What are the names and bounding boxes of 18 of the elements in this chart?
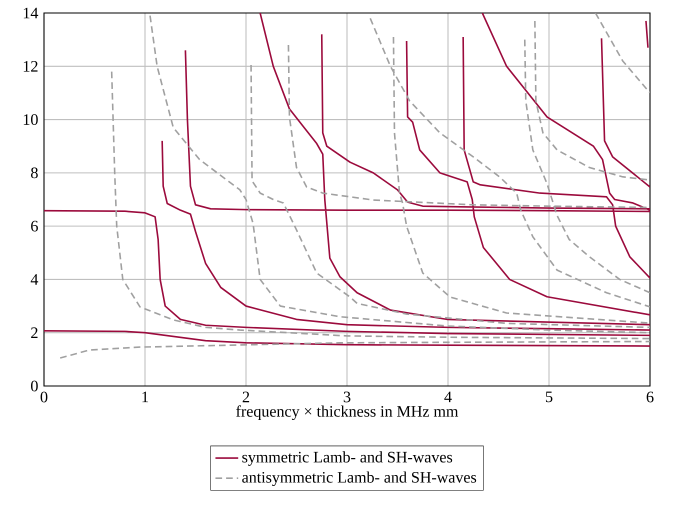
x-tick-label: 1 — [142, 392, 148, 402]
y-tick-label: 8 — [31, 167, 38, 178]
x-tick-label: 3 — [344, 392, 350, 402]
legend-label: antisymmetric Lamb- and SH-waves — [242, 471, 476, 486]
x-tick-label: 5 — [546, 392, 552, 402]
y-tick-label: 10 — [24, 114, 38, 125]
x-tick-label: 0 — [40, 392, 48, 402]
y-tick-label: 4 — [30, 274, 38, 285]
x-tick-label: 4 — [444, 392, 452, 402]
y-tick-label: 12 — [24, 60, 38, 72]
y-tick-label: 14 — [24, 8, 38, 18]
x-tick-label: 6 — [646, 392, 654, 402]
y-tick-label: 0 — [31, 380, 38, 392]
x-tick-label: 2 — [242, 392, 250, 402]
y-tick-label: 6 — [31, 220, 38, 232]
legend-label: symmetric Lamb- and SH-waves — [242, 451, 452, 466]
y-tick-label: 2 — [31, 327, 38, 338]
x-axis-title: frequency × thickness in MHz mm — [236, 405, 458, 420]
